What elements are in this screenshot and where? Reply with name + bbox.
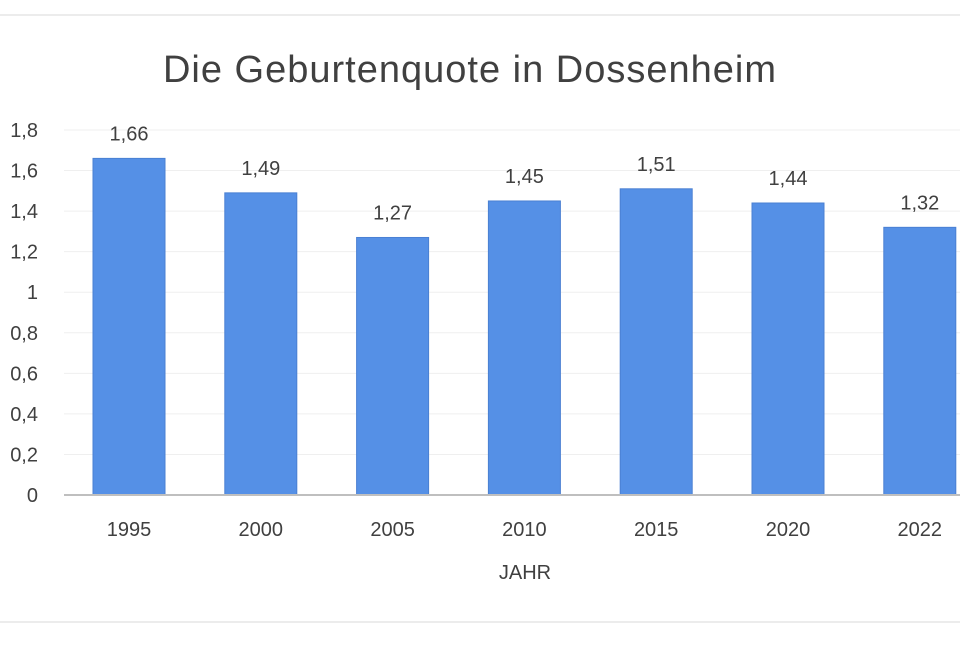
y-tick-label: 0,8 [10,323,38,345]
bar [92,157,166,496]
data-label: 1,51 [637,154,676,176]
data-label: 1,49 [241,158,280,180]
data-label: 1,45 [505,166,544,188]
bar [224,192,298,496]
x-tick-label: 2020 [766,519,811,541]
y-tick-label: 1,6 [10,161,38,183]
data-label: 1,66 [110,123,149,145]
x-axis-title: JAHR [499,562,551,584]
chart-title: Die Geburtenquote in Dossenheim [163,49,777,91]
y-tick-label: 1,4 [10,201,38,223]
y-axis-tick-labels: 0 0,2 0,4 0,6 0,8 1 1,2 1,4 1,6 1,8 [10,120,38,507]
bar [356,236,430,496]
x-tick-label: 2000 [239,519,284,541]
data-labels: 1,66 1,49 1,27 1,45 1,51 1,44 1,32 [110,123,940,224]
x-axis-tick-labels: 1995 2000 2005 2010 2015 2020 2022 [107,519,942,541]
y-tick-label: 1,2 [10,242,38,264]
x-tick-label: 2015 [634,519,679,541]
bar [487,200,561,496]
y-tick-label: 0 [27,485,38,507]
bar [883,226,957,496]
data-label: 1,32 [900,192,939,214]
data-label: 1,44 [769,168,808,190]
x-tick-label: 2005 [370,519,415,541]
y-tick-label: 0,4 [10,404,38,426]
x-tick-label: 1995 [107,519,152,541]
x-tick-label: 2010 [502,519,547,541]
y-tick-label: 1 [27,282,38,304]
bar [619,188,693,496]
x-tick-label: 2022 [898,519,943,541]
bar [751,202,825,496]
y-tick-label: 1,8 [10,120,38,142]
data-label: 1,27 [373,202,412,224]
y-tick-label: 0,2 [10,444,38,466]
y-tick-label: 0,6 [10,363,38,385]
bars [92,157,957,496]
